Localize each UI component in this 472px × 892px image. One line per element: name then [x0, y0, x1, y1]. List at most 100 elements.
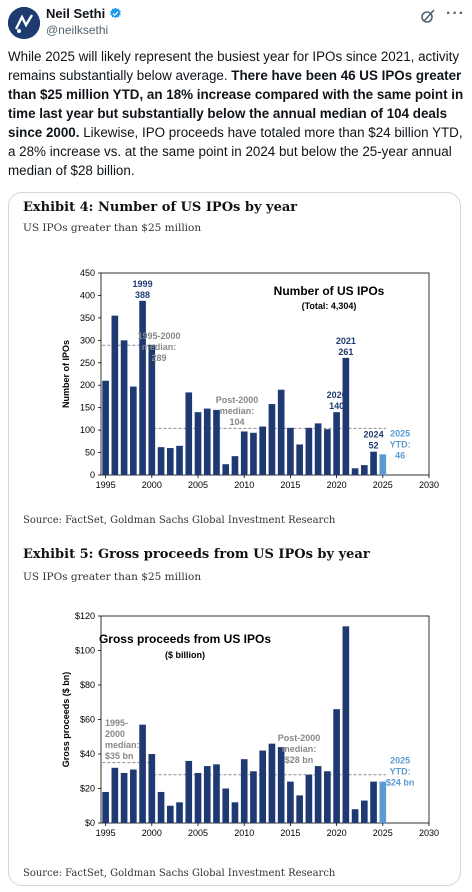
- chart-subtitle: ($ billion): [165, 650, 205, 660]
- bar: [342, 357, 350, 475]
- y-tick-label: 0: [90, 470, 95, 480]
- post-header: Neil Sethi @neilksethi ···: [0, 0, 472, 44]
- bar: [259, 426, 267, 475]
- y-tick-label: $20: [80, 784, 95, 794]
- exhibit5-title: Exhibit 5: Gross proceeds from US IPOs b…: [23, 547, 370, 562]
- y-tick-label: 350: [80, 313, 95, 323]
- bar: [351, 468, 359, 475]
- post-text-part1: While 2025 will likely represent the bus…: [8, 49, 460, 83]
- median-label: Post-2000: [216, 395, 259, 405]
- more-icon[interactable]: ···: [446, 5, 465, 22]
- y-tick-label: $100: [75, 646, 95, 656]
- median-label: 2000: [105, 729, 125, 739]
- annotation-label: 2021: [336, 336, 356, 346]
- y-tick-label: 300: [80, 335, 95, 345]
- x-tick-label: 2020: [327, 828, 347, 838]
- post-text-bold: There have been 46 US IPOs greater than …: [8, 68, 464, 140]
- x-tick-label: 1995: [96, 480, 116, 490]
- post-text-part2: Likewise, IPO proceeds have totaled more…: [8, 125, 463, 178]
- bar: [176, 445, 183, 475]
- bar: [277, 747, 285, 823]
- median-label: $35 bn: [105, 751, 134, 761]
- median-label: median:: [282, 744, 317, 754]
- y-tick-label: 50: [85, 448, 95, 458]
- chart-subtitle: (Total: 4,304): [302, 301, 357, 311]
- bar: [379, 781, 387, 823]
- annotation-label: YTD:: [390, 767, 411, 777]
- y-axis-label: Number of IPOs: [61, 340, 71, 408]
- bar: [305, 427, 313, 475]
- bar: [250, 771, 257, 823]
- bar: [157, 447, 165, 475]
- grok-icon[interactable]: [420, 8, 436, 24]
- annotation-label: 2020: [327, 390, 347, 400]
- bar: [268, 404, 276, 475]
- bar: [370, 451, 377, 475]
- annotation-label: 2024: [364, 430, 384, 440]
- bar: [360, 465, 368, 475]
- median-label: 104: [229, 417, 244, 427]
- x-tick-label: 2025: [373, 480, 393, 490]
- bar: [222, 464, 230, 475]
- median-label: 289: [151, 353, 166, 363]
- bar: [259, 750, 267, 823]
- bar: [139, 724, 146, 823]
- bar: [305, 774, 313, 823]
- bar: [231, 802, 239, 823]
- bar: [324, 771, 331, 823]
- bar: [194, 412, 202, 475]
- y-tick-label: 200: [80, 380, 95, 390]
- attached-image[interactable]: Exhibit 4: Number of US IPOs by year US …: [8, 192, 461, 886]
- bar: [250, 432, 257, 475]
- y-tick-label: $40: [80, 749, 95, 759]
- annotation-value: 46: [395, 450, 405, 460]
- bar: [213, 409, 220, 475]
- bar: [203, 766, 211, 823]
- exhibit4-title: Exhibit 4: Number of US IPOs by year: [23, 200, 298, 215]
- bar: [166, 805, 174, 823]
- y-tick-label: 400: [80, 290, 95, 300]
- annotation-label: 2025: [390, 428, 410, 438]
- avatar[interactable]: [8, 7, 40, 39]
- median-label: median:: [105, 740, 140, 750]
- bar: [194, 772, 202, 823]
- bar: [370, 781, 377, 823]
- ipo-count-chart: 0 50 100 150 200 250 300 350 400 450 1995 2000 2005 2…: [61, 268, 439, 490]
- verified-badge-icon: [110, 7, 122, 19]
- x-tick-label: 2030: [419, 828, 439, 838]
- bar: [287, 427, 294, 475]
- bar: [231, 456, 239, 475]
- median-label: median:: [220, 406, 255, 416]
- y-tick-label: 100: [80, 425, 95, 435]
- x-tick-label: 2020: [327, 480, 347, 490]
- median-label: median:: [142, 342, 177, 352]
- annotation-value: 52: [369, 441, 379, 451]
- x-tick-label: 2000: [142, 828, 162, 838]
- bar: [130, 769, 137, 823]
- x-tick-label: 1995: [96, 828, 116, 838]
- chart-title: Gross proceeds from US IPOs: [99, 632, 271, 646]
- exhibit4-subtitle: US IPOs greater than $25 million: [23, 222, 202, 234]
- author-name[interactable]: Neil Sethi: [46, 6, 106, 21]
- bar: [102, 791, 109, 823]
- annotation-label: 1999: [133, 279, 153, 289]
- bar: [314, 766, 322, 823]
- y-tick-label: 150: [80, 403, 95, 413]
- median-label: $28 bn: [285, 755, 314, 765]
- x-tick-label: 2005: [188, 480, 208, 490]
- author-handle[interactable]: @neilksethi: [46, 23, 109, 37]
- bar: [342, 626, 350, 823]
- x-tick-label: 2030: [419, 480, 439, 490]
- median-label: 1995-2000: [137, 331, 180, 341]
- x-tick-label: 2010: [234, 828, 254, 838]
- bar: [157, 791, 165, 823]
- annotation-value: 388: [135, 290, 150, 300]
- bar: [240, 759, 248, 823]
- bar: [120, 772, 128, 823]
- chart-title: Number of US IPOs: [274, 284, 385, 298]
- bar: [333, 709, 340, 823]
- bar: [324, 429, 331, 475]
- bar: [111, 315, 119, 475]
- bar: [148, 754, 156, 823]
- x-tick-label: 2025: [373, 828, 393, 838]
